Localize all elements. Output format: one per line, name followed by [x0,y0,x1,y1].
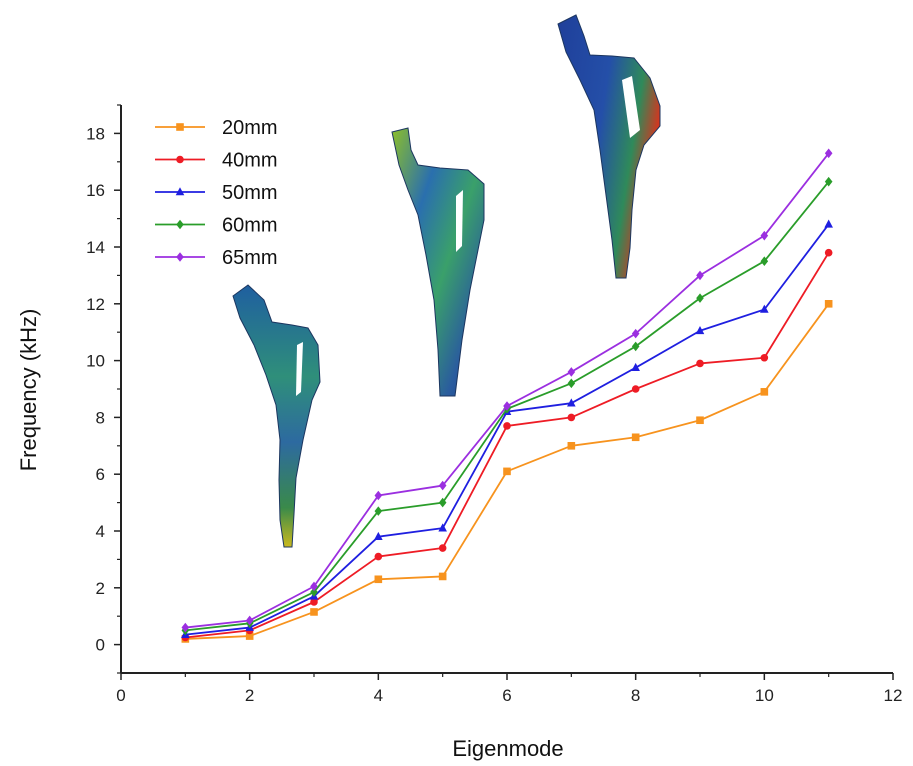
series [181,148,833,643]
data-point [631,362,640,371]
y-tick-label: 18 [86,124,105,143]
data-point [374,506,383,516]
data-point [760,304,769,313]
data-point [760,353,769,362]
data-point [503,401,511,411]
legend-label: 20mm [222,117,278,139]
data-point [374,490,383,501]
data-point [310,581,318,592]
data-point [824,248,833,257]
data-point [374,552,383,561]
data-point [696,270,704,281]
legend-marker [176,219,184,230]
y-axis-title: Frequency (kHz) [16,309,41,472]
data-point [503,422,511,430]
data-point [374,531,383,540]
legend-marker [176,123,184,131]
y-tick-label: 12 [86,295,105,314]
data-point [503,467,511,476]
legend-marker [176,252,184,262]
x-tick-label: 10 [755,686,774,705]
data-point [696,416,704,425]
stem-inset-3 [557,14,661,279]
data-point [696,359,704,368]
data-point [760,230,769,241]
data-point [696,293,704,303]
data-point [631,433,640,442]
data-point [310,587,318,597]
y-tick-label: 4 [96,522,105,541]
legend-item: 50mm [155,182,278,204]
tick-labels: 0 2 4 6 8 10 12 0 2 4 6 8 10 12 14 16 18 [86,124,902,705]
data-point [760,388,769,396]
y-tick-label: 10 [86,352,105,371]
data-point [760,256,769,266]
data-point [824,300,833,308]
x-axis-title: Eigenmode [452,736,563,761]
data-point [824,176,833,187]
stem-inset-1 [232,284,321,548]
data-point [438,572,447,581]
data-point [567,442,576,450]
legend-item: 65mm [155,247,278,269]
data-point [245,632,254,640]
data-point [567,398,576,407]
data-point [695,325,705,335]
y-tick-label: 8 [96,408,105,427]
data-point [824,148,833,159]
legend-item: 40mm [155,150,278,172]
data-point [310,598,318,606]
data-point [310,608,318,616]
y-tick-label: 0 [96,636,105,655]
legend-item: 60mm [155,215,278,237]
x-tick-label: 0 [116,686,125,705]
data-point [374,575,383,584]
data-point [438,523,447,532]
data-point [824,219,833,228]
legend-label: 65mm [222,247,278,269]
data-point [567,413,576,422]
data-point [438,544,447,552]
data-point [631,385,640,393]
y-tick-label: 2 [96,579,105,598]
legend-label: 50mm [222,182,278,204]
y-tick-label: 16 [86,181,105,200]
legend-item: 20mm [155,117,278,139]
y-tick-label: 6 [96,465,105,484]
x-tick-label: 8 [631,686,640,705]
x-tick-label: 4 [374,686,383,705]
data-point [631,341,640,352]
legend-marker [175,187,185,196]
x-tick-label: 12 [884,686,903,705]
data-point [567,367,576,377]
series-40mm [181,248,833,642]
series-65mm [181,148,833,633]
legend: 20mm 40mm 50mm 60mm 65mm [155,117,278,269]
y-tick-label: 14 [86,238,105,257]
ticks [114,104,894,680]
legend-label: 40mm [222,150,278,172]
data-point [567,378,576,389]
data-point [245,615,254,626]
data-point [438,480,447,491]
x-tick-label: 2 [245,686,254,705]
stem-inset-2 [391,127,485,397]
data-point [631,328,640,339]
legend-marker [176,155,184,164]
data-point [181,622,190,633]
x-tick-label: 6 [502,686,511,705]
data-point [438,497,447,508]
legend-label: 60mm [222,215,278,237]
